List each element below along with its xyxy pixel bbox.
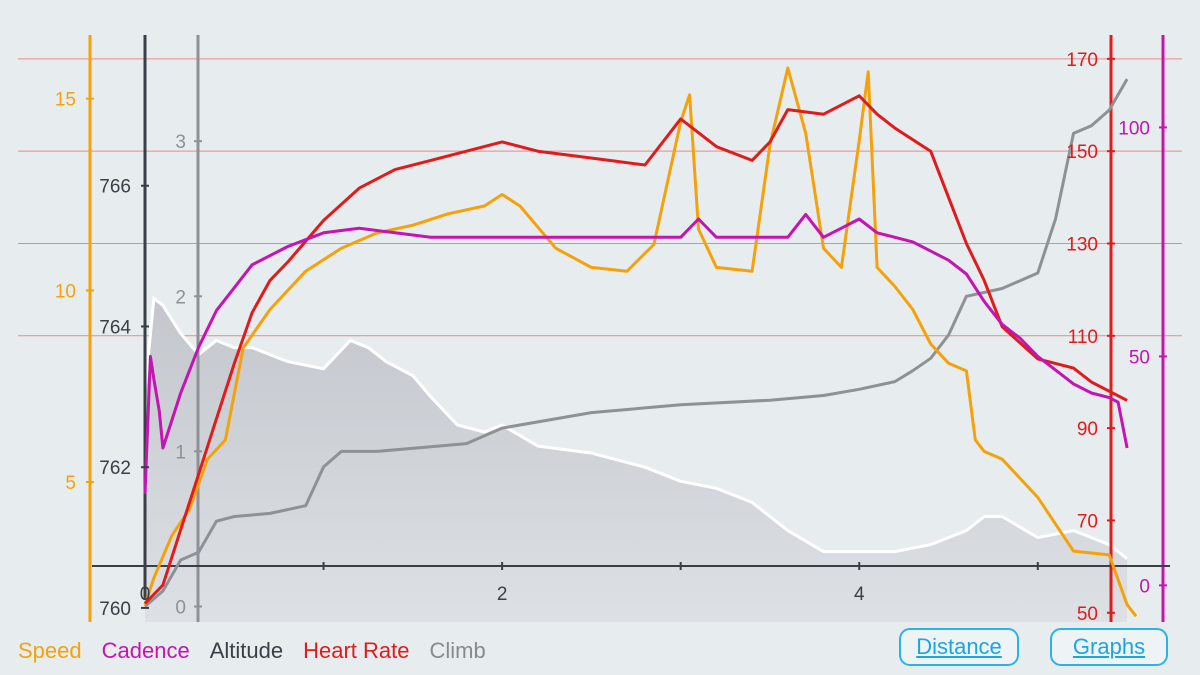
legend: Speed Cadence Altitude Heart Rate Climb xyxy=(18,638,486,664)
chart-axes xyxy=(88,35,1170,622)
tick-label-climb-2: 2 xyxy=(175,287,186,308)
tick-label-cadence-50: 50 xyxy=(1129,347,1150,368)
tick-label-altitude-760: 760 xyxy=(99,599,131,620)
tick-label-heart_rate-70: 70 xyxy=(1077,511,1098,532)
tick-label-heart_rate-170: 170 xyxy=(1066,50,1098,71)
tick-label-altitude-766: 766 xyxy=(99,177,131,198)
legend-climb: Climb xyxy=(429,638,486,663)
series-heart-rate xyxy=(143,94,1128,605)
graphs-button[interactable]: Graphs xyxy=(1050,628,1168,666)
legend-cadence: Cadence xyxy=(101,638,190,663)
tick-label-heart_rate-130: 130 xyxy=(1066,234,1098,255)
series-lines xyxy=(143,66,1138,618)
tick-label-heart_rate-90: 90 xyxy=(1077,419,1098,440)
tick-label-speed-10: 10 xyxy=(55,281,76,302)
tick-label-altitude-762: 762 xyxy=(99,458,131,479)
tick-label-heart_rate-150: 150 xyxy=(1066,142,1098,163)
tick-label-x-2: 2 xyxy=(497,584,508,605)
altitude-fill xyxy=(145,298,1128,622)
tick-label-cadence-0: 0 xyxy=(1139,576,1150,597)
series-speed xyxy=(143,66,1138,618)
tick-label-heart_rate-50: 50 xyxy=(1077,604,1098,625)
series-cadence xyxy=(143,212,1129,494)
tick-label-x-4: 4 xyxy=(854,584,865,605)
distance-button[interactable]: Distance xyxy=(899,628,1019,666)
tick-label-speed-15: 15 xyxy=(55,90,76,111)
series-climb xyxy=(144,78,1129,608)
altitude-area xyxy=(143,295,1129,622)
legend-altitude: Altitude xyxy=(209,638,284,663)
tick-label-heart_rate-110: 110 xyxy=(1068,327,1098,348)
tick-label-speed-5: 5 xyxy=(65,473,76,494)
legend-heart-rate: Heart Rate xyxy=(303,638,410,663)
tick-label-altitude-764: 764 xyxy=(99,317,131,338)
tick-label-climb-1: 1 xyxy=(175,442,186,463)
tick-labels: 5 10 15 760 762 764 766 0 1 2 3 50 70 90 110 130 150 170 0… xyxy=(55,50,1167,625)
tick-label-x-0: 0 xyxy=(140,584,151,605)
heart-rate-gridlines xyxy=(18,58,1182,337)
legend-speed: Speed xyxy=(18,638,82,663)
tick-label-climb-3: 3 xyxy=(175,132,186,153)
tick-label-climb-0: 0 xyxy=(175,597,186,618)
tick-label-cadence-100: 100 xyxy=(1118,118,1150,139)
